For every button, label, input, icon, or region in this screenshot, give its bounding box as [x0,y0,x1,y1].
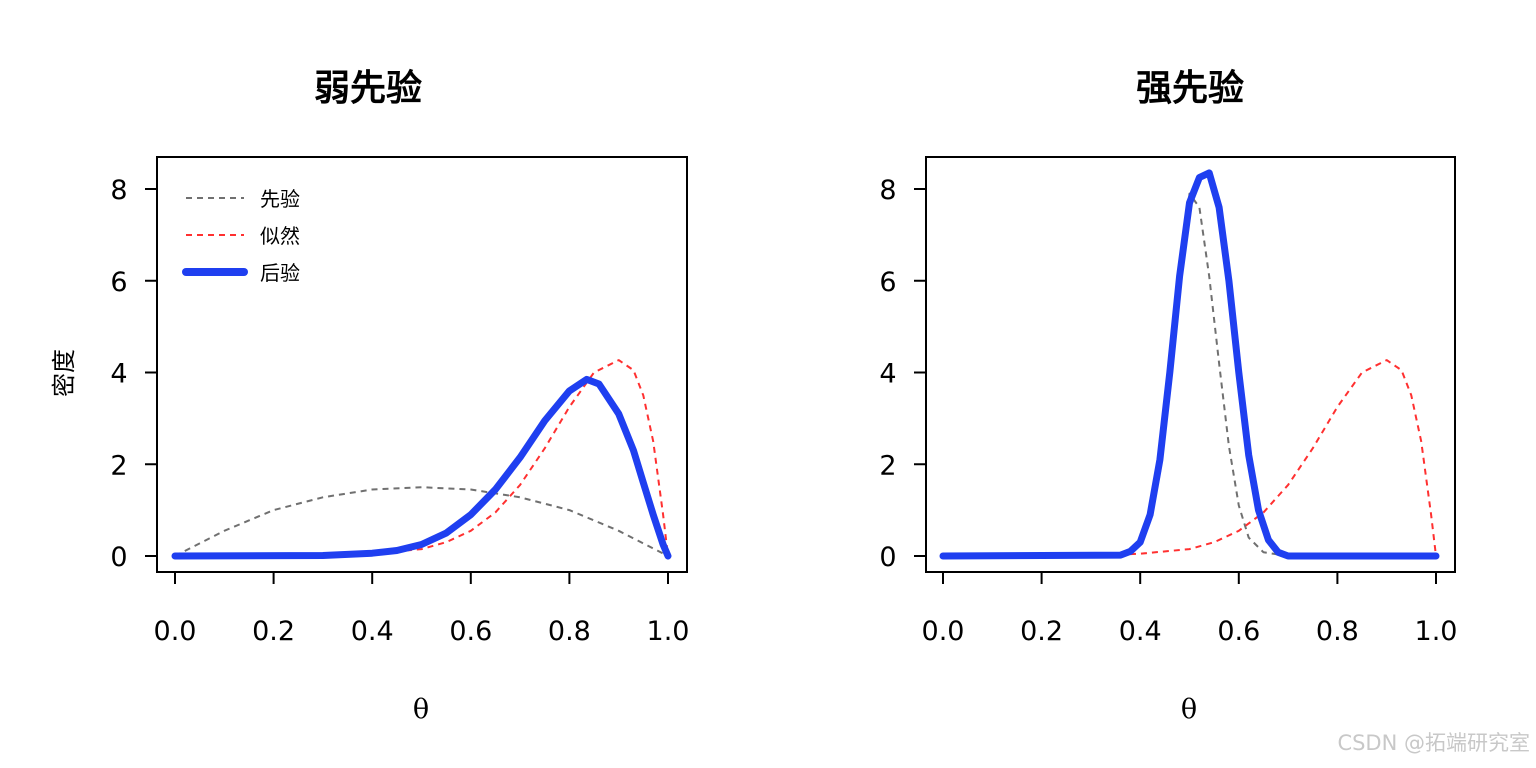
y-tick-label-strong: 2 [879,450,896,481]
x-tick-label-weak: 0.0 [154,616,197,647]
series-lines-strong [939,169,1440,560]
y-axis-label-weak: 密度 [50,349,78,397]
y-tick-label-weak: 2 [110,450,127,481]
x-tick-label-weak: 0.4 [351,616,394,647]
y-tick-label-strong: 0 [879,542,896,573]
panel-strong-prior: 强先验 0.0 0.2 0.4 0.6 0.8 1.0 0 2 4 6 8 θ [879,68,1457,725]
series-line-prior-strong [942,192,1436,557]
x-tick-label-weak: 1.0 [647,616,690,647]
y-tick-label-strong: 8 [879,175,896,206]
x-tick-label-strong: 0.2 [1020,616,1063,647]
x-tick-label-weak: 0.2 [252,616,295,647]
x-tick-label-strong: 0.6 [1217,616,1260,647]
x-tick-label-strong: 1.0 [1415,616,1458,647]
x-tick-label-strong: 0.8 [1316,616,1359,647]
legend: 先验 似然 后验 [182,187,300,285]
y-tick-label-strong: 4 [879,359,896,390]
y-tick-label-strong: 6 [879,267,896,298]
x-axis-label-strong: θ [1181,694,1197,725]
y-tick-label-weak: 6 [110,267,127,298]
x-tick-label-strong: 0.0 [922,616,965,647]
watermark: CSDN @拓端研究室 [1337,731,1530,755]
x-tick-label-strong: 0.4 [1119,616,1162,647]
x-tick-label-weak: 0.8 [548,616,591,647]
y-tick-label-weak: 4 [110,359,127,390]
legend-label-posterior: 后验 [260,261,300,285]
series-line-posterior-weak [171,375,672,560]
x-axis-label-weak: θ [413,694,429,725]
axis-ticks-weak: 0.0 0.2 0.4 0.6 0.8 1.0 0 2 4 6 8 [110,175,689,647]
series-line-likelihood-strong [942,359,1437,557]
series-line-prior-weak [174,486,669,557]
axis-ticks-strong: 0.0 0.2 0.4 0.6 0.8 1.0 0 2 4 6 8 [879,175,1457,647]
series-line-likelihood-weak [174,359,669,557]
y-tick-label-weak: 8 [110,175,127,206]
legend-label-likelihood: 似然 [260,224,300,248]
plot-frame-weak [156,156,688,573]
series-lines-weak [171,359,672,560]
panel-title-strong: 强先验 [1136,68,1244,109]
x-tick-label-weak: 0.6 [449,616,492,647]
y-tick-label-weak: 0 [110,542,127,573]
panel-title-weak: 弱先验 [314,68,422,109]
legend-label-prior: 先验 [260,187,300,211]
panel-weak-prior: 弱先验 0.0 0.2 0.4 0.6 0.8 1.0 0 2 4 6 8 θ 密度 先验 似然 后… [50,68,689,725]
series-line-posterior-strong [939,169,1440,560]
